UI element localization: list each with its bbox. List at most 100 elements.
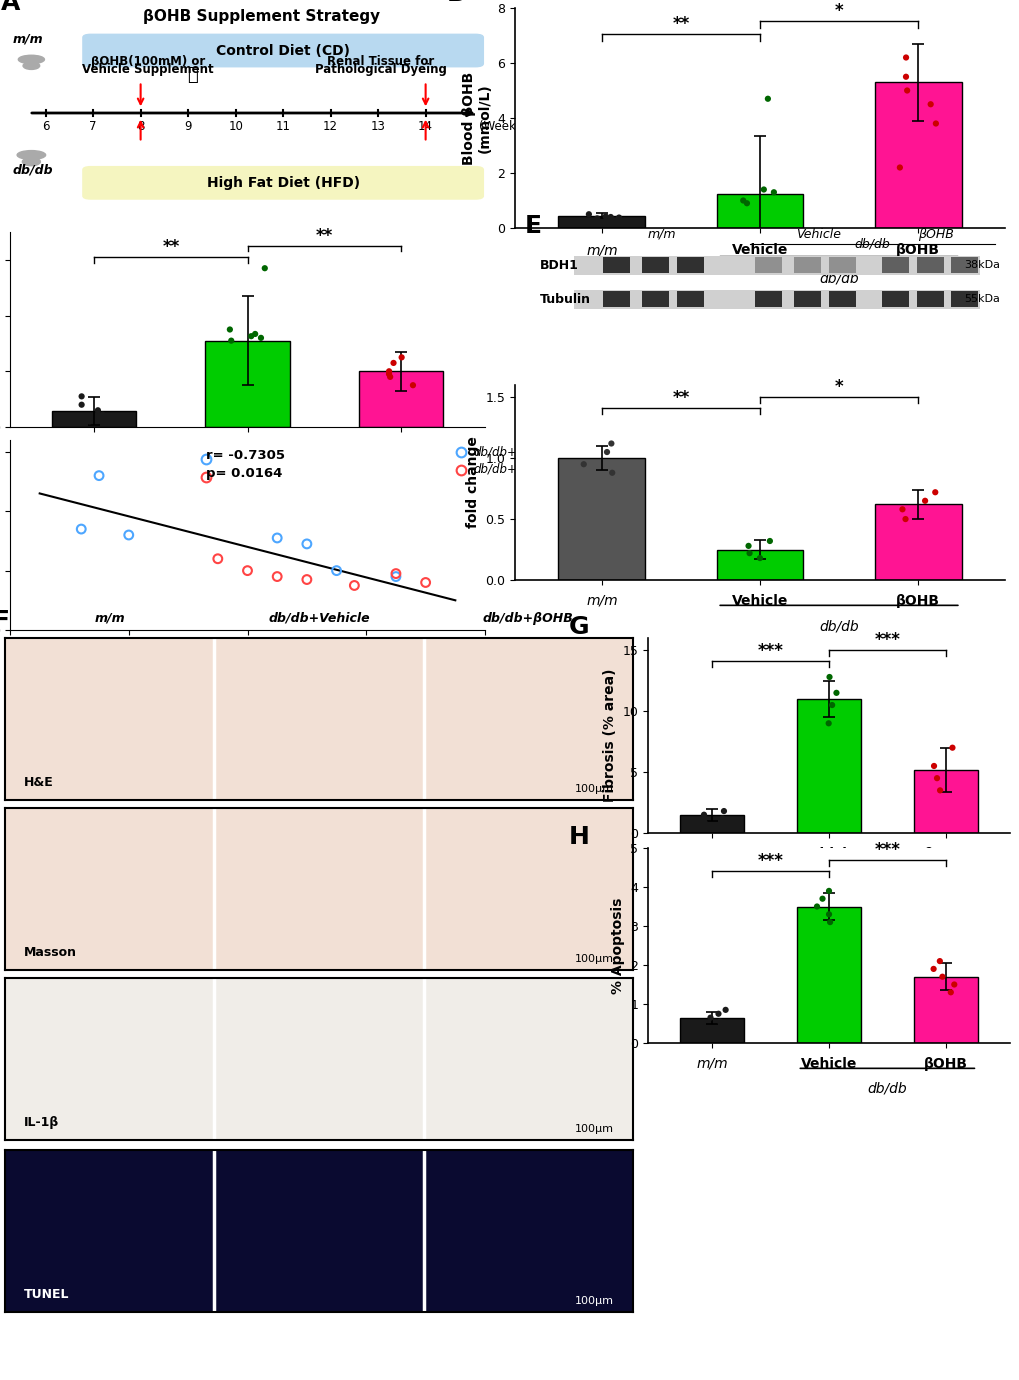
Point bbox=[820, 880, 837, 903]
Bar bbox=[574, 255, 979, 275]
Text: IL-1β: IL-1β bbox=[23, 1115, 59, 1129]
Point bbox=[820, 667, 837, 689]
Text: Masson: Masson bbox=[23, 945, 76, 959]
Text: Vehicle: Vehicle bbox=[796, 228, 841, 242]
Point bbox=[759, 88, 775, 110]
Point bbox=[210, 548, 226, 570]
Text: m/m: m/m bbox=[78, 440, 110, 454]
Point bbox=[299, 569, 315, 591]
Text: G: G bbox=[568, 614, 588, 639]
Y-axis label: fold change: fold change bbox=[466, 436, 479, 529]
Text: db/db: db/db bbox=[867, 872, 906, 886]
Point bbox=[897, 66, 913, 88]
Text: 8: 8 bbox=[137, 120, 144, 134]
Text: High Fat Diet (HFD): High Fat Diet (HFD) bbox=[207, 175, 360, 190]
Point bbox=[239, 559, 256, 581]
Point bbox=[930, 949, 947, 972]
Point bbox=[405, 374, 421, 396]
Text: BDH1: BDH1 bbox=[539, 259, 578, 272]
Point bbox=[417, 571, 433, 593]
Point bbox=[380, 360, 396, 382]
Text: p= 0.0164: p= 0.0164 bbox=[206, 466, 282, 480]
Text: 14: 14 bbox=[418, 120, 433, 134]
Text: Renal Tissue for: Renal Tissue for bbox=[326, 55, 434, 68]
Point bbox=[269, 566, 285, 588]
Text: βOHB: βOHB bbox=[923, 1057, 967, 1071]
Point bbox=[827, 682, 844, 704]
Bar bbox=[916, 257, 943, 273]
Point bbox=[823, 694, 840, 716]
Text: A: A bbox=[0, 0, 19, 15]
Bar bbox=[574, 290, 979, 309]
Point bbox=[735, 189, 751, 211]
Text: ***: *** bbox=[873, 840, 900, 858]
Point bbox=[692, 1014, 708, 1036]
Text: 12: 12 bbox=[323, 120, 337, 134]
Bar bbox=[676, 291, 703, 308]
Point bbox=[942, 981, 958, 1003]
Text: βOHB: βOHB bbox=[895, 243, 940, 258]
Text: 55kDa: 55kDa bbox=[963, 294, 999, 305]
Bar bbox=[676, 257, 703, 273]
Point bbox=[73, 385, 90, 407]
Text: (Weeks): (Weeks) bbox=[479, 120, 527, 134]
Bar bbox=[796, 698, 860, 834]
Bar bbox=[950, 291, 977, 308]
Point bbox=[299, 533, 315, 555]
Text: Vehicle: Vehicle bbox=[219, 440, 275, 454]
Point bbox=[223, 330, 239, 352]
Text: **: ** bbox=[315, 226, 332, 244]
Bar bbox=[642, 257, 668, 273]
Text: 38kDa: 38kDa bbox=[963, 261, 999, 270]
Text: **: ** bbox=[162, 237, 179, 255]
Point bbox=[381, 366, 397, 388]
Point bbox=[575, 453, 591, 475]
Y-axis label: % Apoptosis: % Apoptosis bbox=[610, 897, 624, 994]
Bar bbox=[794, 291, 820, 308]
Point bbox=[328, 559, 344, 581]
Point bbox=[120, 524, 137, 546]
Point bbox=[713, 807, 730, 829]
Point bbox=[580, 203, 596, 225]
Text: *: * bbox=[834, 378, 843, 396]
Bar bbox=[827, 291, 855, 308]
Bar bbox=[642, 291, 668, 308]
Text: db/db+Vehicle: db/db+Vehicle bbox=[268, 611, 370, 625]
Point bbox=[741, 542, 757, 564]
Text: B: B bbox=[446, 0, 465, 6]
Point bbox=[387, 566, 404, 588]
Text: db/db+Vehicle: db/db+Vehicle bbox=[473, 446, 558, 458]
Text: **: ** bbox=[672, 15, 689, 33]
Point bbox=[247, 323, 263, 345]
FancyBboxPatch shape bbox=[83, 166, 484, 200]
Point bbox=[808, 896, 824, 918]
Text: Pathological Dyeing: Pathological Dyeing bbox=[314, 63, 446, 76]
Text: 🍼: 🍼 bbox=[187, 66, 198, 84]
Ellipse shape bbox=[23, 62, 40, 69]
Point bbox=[933, 966, 950, 988]
Bar bbox=[754, 257, 782, 273]
Text: βOHB: βOHB bbox=[923, 847, 967, 861]
Text: βOHB: βOHB bbox=[917, 228, 954, 242]
Text: 6: 6 bbox=[42, 120, 49, 134]
Point bbox=[931, 780, 948, 802]
Point bbox=[602, 206, 619, 228]
Text: db/db: db/db bbox=[304, 466, 343, 480]
Bar bbox=[913, 977, 977, 1043]
Point bbox=[894, 498, 910, 520]
Point bbox=[765, 181, 782, 203]
Point bbox=[598, 442, 614, 464]
Point bbox=[597, 206, 613, 228]
Text: 100μm: 100μm bbox=[575, 1296, 613, 1305]
Point bbox=[253, 327, 269, 349]
Bar bbox=[950, 257, 977, 273]
Text: db/db: db/db bbox=[818, 272, 858, 286]
Point bbox=[927, 112, 944, 134]
Text: Control Diet (CD): Control Diet (CD) bbox=[216, 44, 350, 58]
Text: H&E: H&E bbox=[23, 776, 54, 788]
Text: F: F bbox=[0, 609, 9, 633]
Text: βOHB Supplement Strategy: βOHB Supplement Strategy bbox=[143, 10, 380, 23]
Point bbox=[380, 363, 396, 385]
Point bbox=[755, 178, 771, 200]
Text: m/m: m/m bbox=[647, 228, 676, 242]
